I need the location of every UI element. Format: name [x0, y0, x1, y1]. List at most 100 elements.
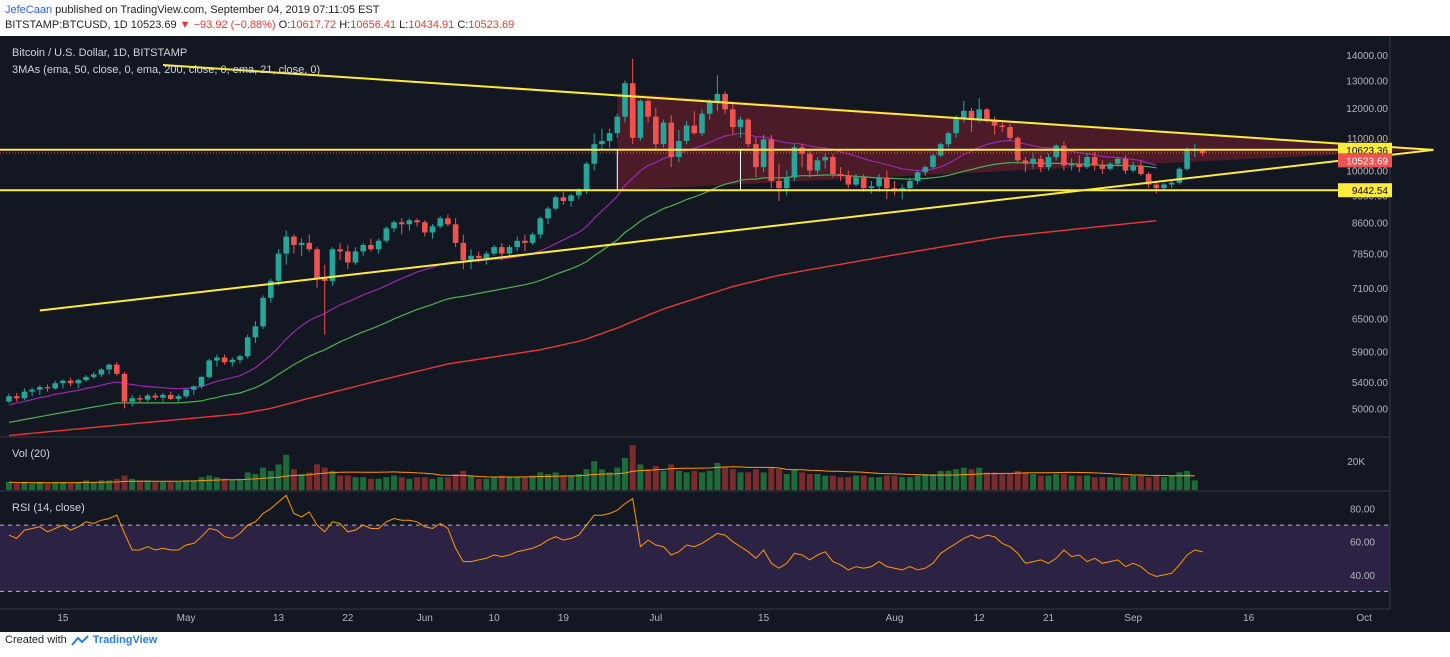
- candle-body: [845, 175, 852, 185]
- candle-body: [437, 218, 443, 227]
- time-tick-label: May: [177, 613, 196, 624]
- volume-bar: [999, 474, 1006, 490]
- candle-body: [398, 222, 405, 225]
- price-tag-level-low: 9442.54: [1352, 186, 1389, 197]
- volume-bar: [883, 475, 890, 490]
- candle-body: [560, 197, 567, 202]
- candle-body: [622, 83, 628, 117]
- candle-body: [75, 380, 82, 384]
- volume-bar: [652, 466, 659, 490]
- ema200-line: [8, 220, 1157, 437]
- candle-body: [414, 220, 420, 223]
- candle-body: [976, 109, 982, 120]
- volume-bar: [329, 470, 336, 490]
- candle-body: [37, 387, 43, 390]
- pane-labels: Bitcoin / U.S. Dollar, 1D, BITSTAMP 3MAs…: [12, 47, 320, 514]
- trend-lines[interactable]: [0, 64, 1434, 312]
- volume-bar: [598, 469, 605, 490]
- candle-body: [1053, 145, 1059, 158]
- volume-bar: [591, 461, 598, 490]
- volume-bar: [752, 469, 759, 490]
- volume-bar: [460, 470, 467, 490]
- volume-bar: [206, 475, 213, 490]
- author-link[interactable]: JefeCaan: [5, 4, 53, 16]
- candle-body: [1022, 160, 1029, 164]
- volume-bar: [722, 467, 729, 490]
- candle-body: [491, 247, 497, 254]
- volume-bar: [306, 472, 313, 490]
- candle-body: [1138, 165, 1144, 174]
- volume-bar: [160, 482, 166, 490]
- volume-bar: [799, 472, 806, 490]
- candle-body: [368, 244, 374, 250]
- volume-bar: [1153, 475, 1160, 490]
- candle-body: [714, 93, 721, 103]
- volume-bar: [1191, 480, 1198, 490]
- volume-bar: [506, 477, 513, 490]
- time-tick-label: 19: [558, 613, 570, 624]
- volume-bar: [360, 477, 367, 490]
- ema50-line: [8, 162, 1157, 423]
- volume-bar: [1053, 474, 1060, 490]
- volume-ma-line: [8, 466, 1195, 484]
- volume-bar: [614, 467, 621, 490]
- candle-body: [506, 247, 513, 254]
- price-tag-level-high-bg: [1338, 142, 1392, 157]
- candle-body: [1161, 184, 1167, 189]
- volume-bar: [1037, 475, 1044, 490]
- candle-body: [499, 247, 505, 254]
- volume-bar: [375, 478, 382, 490]
- volume-bar: [706, 470, 713, 490]
- candle-body: [98, 369, 105, 375]
- price-tick-label: 10000.00: [1346, 167, 1388, 178]
- candle-body: [853, 177, 859, 185]
- volume-bar: [421, 477, 428, 490]
- price-tick-label: 12000.00: [1346, 104, 1388, 115]
- candle-body: [807, 153, 813, 171]
- volume-bar: [868, 477, 875, 490]
- candle-body: [668, 122, 674, 158]
- candle-body: [914, 172, 921, 181]
- volume-bar: [583, 469, 590, 490]
- volume-bar: [290, 469, 297, 490]
- candle-body: [1091, 157, 1098, 166]
- volume-bar: [683, 472, 690, 490]
- candle-body: [329, 249, 336, 281]
- candle-body: [137, 398, 143, 400]
- candle-body: [429, 226, 436, 233]
- trendline-lower[interactable]: [39, 148, 1434, 312]
- candle-body: [198, 376, 205, 387]
- candle-body: [114, 364, 120, 374]
- volume-bar: [113, 478, 120, 490]
- volume-bar: [352, 477, 359, 490]
- tradingview-logo-icon: [71, 634, 89, 646]
- tradingview-brand-link[interactable]: TradingView: [92, 634, 158, 646]
- candle-body: [183, 389, 189, 397]
- volume-bar: [267, 470, 274, 490]
- volume-bar: [814, 474, 821, 490]
- candle-body: [653, 116, 659, 145]
- volume-bar: [1007, 474, 1013, 490]
- volume-bar: [560, 475, 567, 490]
- volume-bar: [136, 480, 143, 490]
- candle-body: [591, 144, 597, 164]
- candle-body: [776, 180, 782, 189]
- volume-bar: [1068, 475, 1075, 490]
- volume-bar: [260, 467, 267, 490]
- candle-body: [445, 218, 451, 225]
- volume-bar: [229, 480, 236, 490]
- candle-body: [768, 139, 775, 181]
- volume-bar: [1107, 477, 1114, 490]
- volume-bar: [244, 472, 251, 490]
- trendline-upper[interactable]: [162, 64, 1434, 151]
- volume-bar: [67, 483, 74, 490]
- candle-body: [1199, 149, 1206, 154]
- high-label: H:: [339, 19, 351, 31]
- candle-body: [576, 189, 582, 196]
- candle-body: [984, 109, 990, 120]
- price-chart[interactable]: 14000.00 13000.00 12000.00 11000.00 10000.00…: [0, 36, 1450, 632]
- candle-body: [822, 157, 828, 161]
- candle-body: [1153, 184, 1160, 189]
- candle-body: [991, 119, 998, 126]
- price-tag-last-bg: [1338, 153, 1392, 168]
